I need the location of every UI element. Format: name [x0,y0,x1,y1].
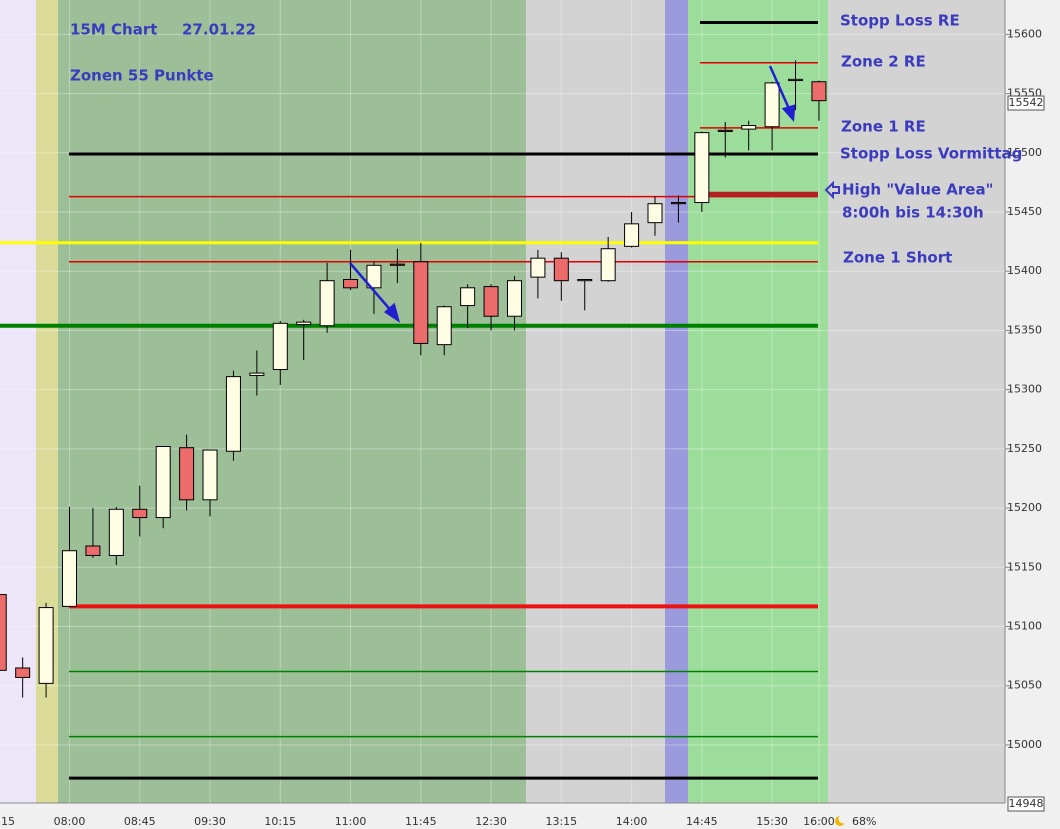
current-price-box [1007,95,1045,111]
x-tick-label: 11:45 [405,815,437,828]
range-low-box [1007,796,1045,812]
x-tick-label: 08:00 [54,815,86,828]
y-tick-label: 15500 [1007,146,1042,159]
candle-body [413,261,429,344]
candle-body [319,280,335,327]
candle-body [436,306,452,346]
x-tick-label: 13:15 [545,815,577,828]
y-tick-label: 15400 [1007,264,1042,277]
candle-body [764,82,780,128]
annotation: 15M Chart [70,21,157,39]
annotation: 8:00h bis 14:30h [842,204,984,222]
moon-icon-cut [838,814,848,824]
candle-body [15,667,31,678]
candle-body [296,321,312,326]
arrow-head [383,302,401,323]
session-band [36,0,58,803]
levels [0,21,818,780]
arrow [768,65,792,112]
candle-body [600,248,616,282]
candle-body [249,372,265,376]
session-band [665,0,688,803]
candle-body [460,287,476,307]
candle-body [577,279,593,282]
candle-body [717,129,733,132]
x-tick-label: 12:30 [475,815,507,828]
annotation: Zone 1 RE [841,118,926,136]
candle-body [132,508,148,519]
x-tick-label: 16:00 [803,815,835,828]
arrow-icon [824,180,840,200]
x-tick-label: 15:30 [756,815,788,828]
status-text: 68% [852,815,876,828]
session-band [58,0,526,803]
candle-body [506,280,522,317]
annotation: High "Value Area" [842,181,993,199]
labels: 15000 15050 15100 15150 15200 15250 15300 15350… [1,12,1045,828]
candle-body [788,78,804,82]
y-tick-label: 15250 [1007,442,1042,455]
x-tick-label: 10:15 [264,815,296,828]
candle-body [483,286,499,317]
annotation: Stopp Loss RE [840,12,960,30]
candle-body [202,449,218,501]
current-price: 15542 [1009,96,1044,109]
candle-body [343,279,359,289]
x-tick-label: 09:30 [194,815,226,828]
candles [0,60,827,698]
annotation: Zonen 55 Punkte [70,67,214,85]
candle-body [553,257,569,282]
candle-body [530,257,546,278]
arrows [349,65,796,323]
candle-body [647,203,663,224]
candle-body [179,447,195,501]
candle-body [272,322,288,371]
candle-body [624,223,640,247]
candle-body [0,594,7,671]
x-tick-label: 15 [1,815,15,828]
x-tick-label: 14:00 [616,815,648,828]
grid [0,0,1010,803]
annotation: Zone 2 RE [841,53,926,71]
y-tick-label: 15600 [1007,27,1042,40]
candle-body [62,550,77,607]
arrow-head [781,104,796,123]
range-low: 14948 [1009,797,1044,810]
y-tick-label: 15150 [1007,560,1042,573]
y-tick-label: 15050 [1007,679,1042,692]
candle-body [38,607,54,684]
y-tick-label: 15000 [1007,738,1042,751]
candle-body [225,376,241,452]
session-band [0,0,36,803]
y-tick-label: 15300 [1007,383,1042,396]
y-tick-label: 15200 [1007,501,1042,514]
candle-body [155,446,171,519]
arrow [349,262,394,314]
session-band [688,0,828,803]
x-tick-label: 08:45 [124,815,156,828]
candle-body [108,508,124,556]
y-tick-label: 15100 [1007,620,1042,633]
candle-body [694,132,710,204]
candle-body [670,202,686,205]
candle-body [85,545,101,556]
candle-body [366,264,382,289]
annotation: 27.01.22 [182,21,256,39]
y-tick-label: 15350 [1007,323,1042,336]
candle-body [811,81,827,102]
annotation: Zone 1 Short [843,249,952,267]
x-tick-label: 14:45 [686,815,718,828]
x-tick-label: 11:00 [335,815,367,828]
candle-body [741,125,757,130]
annotation: Stopp Loss Vormittag [840,145,1022,163]
candle-body [389,263,405,266]
y-tick-label: 15450 [1007,205,1042,218]
